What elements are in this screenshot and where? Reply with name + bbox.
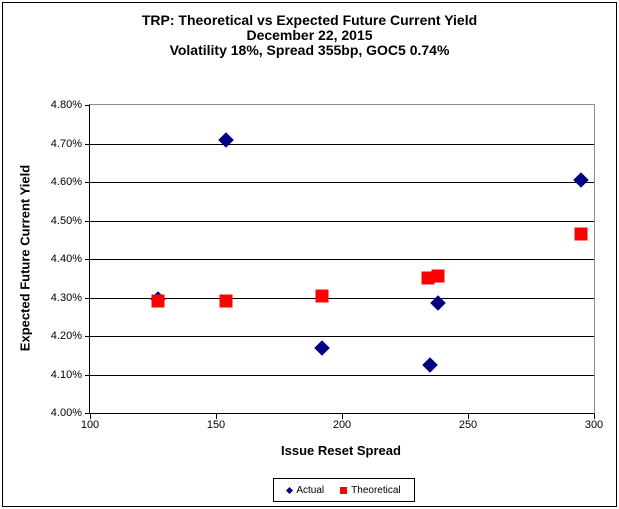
data-point-theoretical	[421, 271, 435, 285]
data-point-actual	[218, 131, 234, 148]
x-axis-tick	[342, 414, 343, 419]
y-axis-tick	[85, 297, 90, 299]
x-axis-tick	[468, 414, 469, 419]
data-point-actual	[573, 172, 590, 188]
y-tick-label: 4.80%	[50, 99, 82, 111]
gridline	[90, 143, 594, 145]
x-tick-label: 200	[332, 419, 352, 431]
y-tick-label: 4.10%	[50, 368, 82, 381]
chart-title-block: TRP: Theoretical vs Expected Future Curr…	[0, 13, 619, 58]
x-tick-label: 100	[80, 419, 100, 431]
x-axis-title: Issue Reset Spread	[281, 443, 401, 458]
gridline	[90, 336, 594, 337]
chart-title: TRP: Theoretical vs Expected Future Curr…	[141, 12, 478, 28]
gridline	[90, 297, 594, 299]
x-axis-tick	[594, 414, 595, 419]
x-tick-label: 150	[206, 419, 226, 431]
x-axis-tick	[90, 414, 91, 419]
data-point-theoretical	[219, 294, 233, 308]
y-tick-label: 4.50%	[50, 214, 82, 227]
y-axis-tick	[85, 374, 90, 376]
y-tick-label: 4.30%	[50, 291, 82, 304]
data-point-theoretical	[431, 269, 445, 283]
chart-subtitle-date: December 22, 2015	[246, 27, 373, 43]
legend-label-actual: Actual	[296, 484, 325, 496]
y-axis-tick	[85, 143, 90, 145]
x-axis-tick	[216, 414, 217, 419]
x-tick-label: 250	[458, 419, 478, 431]
y-tick-label: 4.60%	[50, 176, 82, 188]
y-axis-tick	[85, 105, 90, 106]
theoretical-square-icon	[340, 486, 348, 494]
data-point-theoretical	[151, 294, 165, 308]
x-tick-label: 300	[584, 419, 604, 431]
legend: Actual Theoretical	[273, 478, 415, 502]
actual-diamond-icon	[286, 486, 294, 494]
gridline	[90, 259, 594, 260]
gridline	[90, 374, 594, 376]
y-tick-label: 4.00%	[50, 407, 82, 419]
y-axis-tick	[85, 259, 90, 260]
data-point-actual	[422, 357, 438, 373]
data-point-theoretical	[574, 227, 588, 241]
data-point-theoretical	[315, 289, 329, 303]
y-axis-tick	[85, 182, 90, 183]
y-tick-label: 4.70%	[50, 137, 82, 150]
y-axis-tick	[85, 220, 90, 222]
y-axis-tick	[85, 336, 90, 337]
gridline	[90, 220, 594, 222]
legend-item-actual: Actual	[286, 484, 325, 496]
y-axis-title: Expected Future Current Yield	[17, 164, 33, 352]
y-tick-label: 4.20%	[50, 330, 82, 342]
plot-area: 4.00% 4.10% 4.20% 4.30% 4.40% 4.50% 4.60% 4.70%…	[51, 99, 603, 431]
y-axis-tick	[85, 413, 90, 414]
gridline	[90, 182, 594, 183]
legend-item-theoretical: Theoretical	[340, 484, 401, 496]
y-tick-label: 4.40%	[50, 253, 82, 265]
data-point-actual	[314, 339, 330, 356]
chart-subtitle-params: Volatility 18%, Spread 355bp, GOC5 0.74%	[169, 42, 450, 58]
legend-label-theoretical: Theoretical	[351, 484, 401, 496]
